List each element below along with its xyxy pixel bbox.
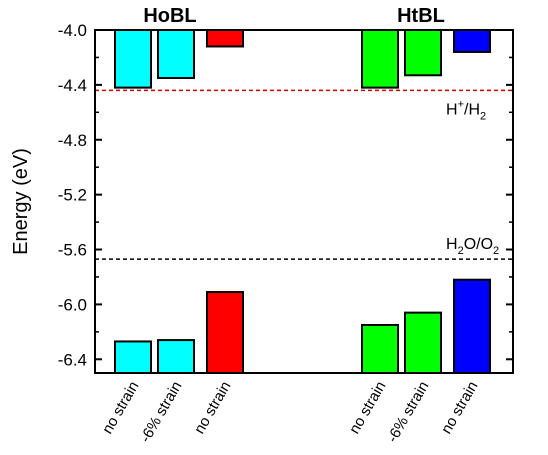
- reference-line-labels: H+/H2 H2O/O2: [446, 98, 499, 257]
- y-tick-label: -5.2: [58, 186, 87, 205]
- y-tick-label: -6.0: [58, 295, 87, 314]
- group-title-hobl: HoBL: [143, 5, 196, 27]
- cbm-bar-hobl-0: [114, 29, 152, 89]
- category-label: -6% strain: [384, 379, 432, 446]
- plot-frame: [94, 29, 514, 374]
- cbm-bar-hobl-2: [206, 29, 244, 48]
- category-label: no strain: [438, 379, 481, 437]
- vbm-bar-hobl-1: [157, 339, 195, 374]
- cbm-bar-htbl-0: [361, 29, 399, 89]
- category-label: -6% strain: [137, 379, 185, 446]
- group-title-htbl: HtBL: [397, 5, 445, 27]
- vbm-bar-hobl-2: [206, 291, 244, 374]
- y-tick-label: -4.8: [58, 131, 87, 150]
- y-tick-label: -4.4: [58, 76, 87, 95]
- y-axis: -4.0 -4.4 -4.8 -5.2 -5.6 -6.0 -6.4: [58, 21, 513, 369]
- water-oxidation-label: H2O/O2: [446, 236, 499, 257]
- category-labels: no strain-6% strain no strain no strain-6%…: [99, 379, 481, 446]
- group-labels: HoBL HtBL: [143, 5, 445, 27]
- y-axis-label: Energy (eV): [10, 148, 32, 255]
- y-tick-label: -4.0: [58, 21, 87, 40]
- vbm-bar-htbl-2: [453, 278, 491, 375]
- y-tick-label: -5.6: [58, 241, 87, 260]
- y-tick-label: -6.4: [58, 350, 87, 369]
- cbm-bar-hobl-1: [157, 29, 195, 80]
- vbm-bar-htbl-1: [404, 311, 442, 374]
- category-label: no strain: [191, 379, 234, 437]
- cbm-bar-htbl-2: [453, 29, 491, 53]
- bars-layer: [114, 29, 491, 375]
- category-label: no strain: [99, 379, 142, 437]
- category-label: no strain: [346, 379, 389, 437]
- vbm-bar-htbl-0: [361, 323, 399, 375]
- cbm-bar-htbl-1: [404, 29, 442, 77]
- vbm-bar-hobl-0: [114, 340, 152, 374]
- hydrogen-reduction-label: H+/H2: [446, 98, 486, 122]
